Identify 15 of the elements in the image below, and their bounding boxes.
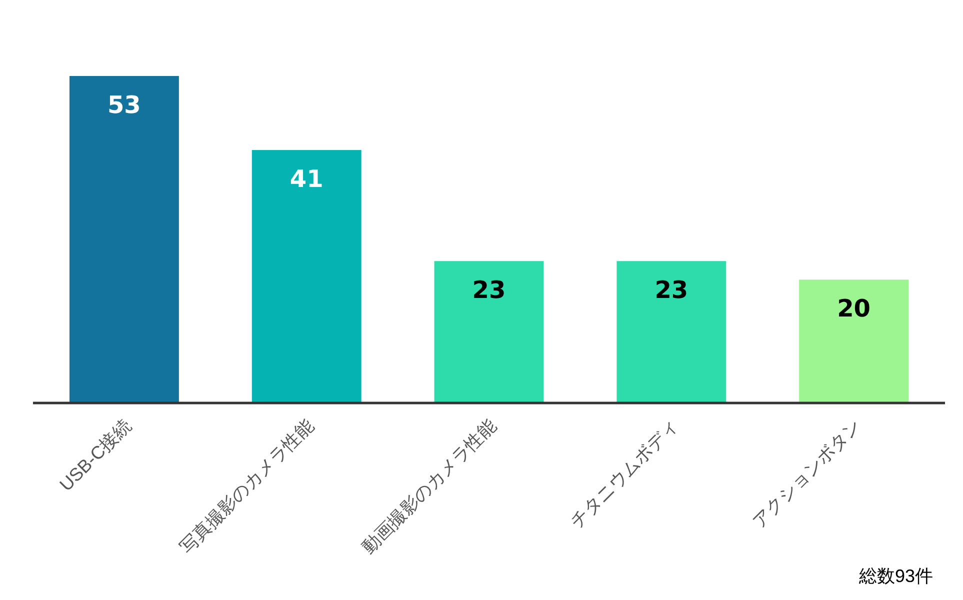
bar [69, 76, 179, 403]
text: 総数93件 [858, 566, 933, 586]
data-label: 23 [472, 276, 506, 304]
bar [799, 280, 909, 403]
x-tick-label: 写真撮影のカメラ性能 [176, 416, 318, 558]
x-tick-label: アクションボタン [748, 416, 865, 532]
bar [252, 150, 362, 403]
data-label: 41 [290, 165, 324, 194]
x-tick-label: 動画撮影のカメラ性能 [358, 416, 500, 558]
bar [616, 261, 726, 403]
data-label: 20 [837, 294, 871, 323]
x-tick-label: チタニウムボディ [566, 416, 682, 532]
data-label: 53 [107, 91, 141, 119]
bar [434, 261, 544, 403]
data-label: 23 [654, 276, 688, 304]
